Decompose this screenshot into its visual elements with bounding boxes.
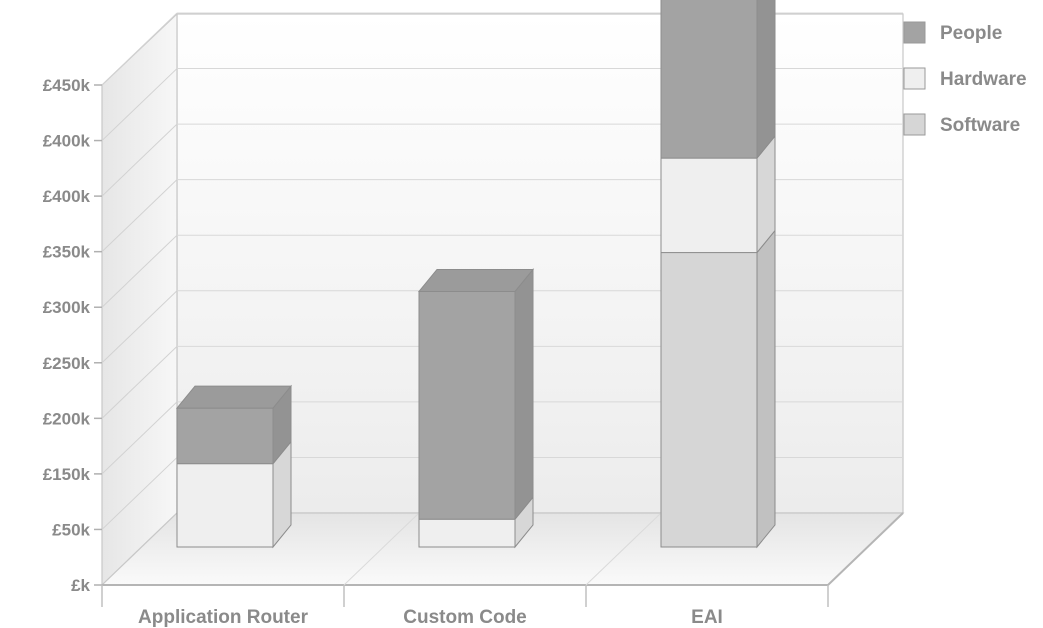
legend-swatch bbox=[903, 113, 926, 136]
legend-swatch bbox=[903, 21, 926, 44]
y-tick-label: £300k bbox=[43, 298, 91, 317]
x-axis-labels: Application Router Custom Code EAI bbox=[101, 585, 829, 628]
gridline-side bbox=[101, 68, 178, 141]
gridline-side bbox=[101, 290, 178, 364]
x-category-label: Custom Code bbox=[403, 607, 527, 628]
bar-front bbox=[176, 463, 274, 548]
gridline-side bbox=[101, 123, 178, 197]
legend-label: People bbox=[940, 23, 1002, 44]
bar-top bbox=[175, 385, 293, 409]
back-wall bbox=[176, 13, 904, 514]
gridline-side bbox=[101, 179, 178, 253]
bar-series bbox=[175, 0, 776, 549]
y-tick-label: £k bbox=[71, 576, 90, 595]
y-tick-label: £350k bbox=[43, 243, 91, 262]
y-tick-label: £150k bbox=[43, 465, 91, 484]
gridline-side bbox=[101, 345, 178, 419]
bar-segment-software bbox=[660, 229, 776, 549]
bar-segment-hardware bbox=[660, 134, 776, 254]
legend-swatch bbox=[903, 67, 926, 90]
gridline-side bbox=[101, 457, 178, 530]
y-tick-label: £400k bbox=[43, 132, 91, 151]
legend-label: Hardware bbox=[940, 69, 1027, 90]
gridline-side bbox=[101, 234, 178, 308]
bar-side bbox=[756, 229, 776, 549]
y-tick-label: £200k bbox=[43, 409, 91, 428]
bar-front bbox=[660, 0, 758, 159]
legend-item-software: Software bbox=[903, 113, 1020, 136]
bar-side bbox=[514, 268, 534, 521]
legend-item-people: People bbox=[903, 21, 1002, 44]
bar-top bbox=[417, 268, 535, 292]
side-wall bbox=[101, 12, 178, 587]
bar-front bbox=[418, 290, 516, 520]
y-tick-label: £450k bbox=[43, 76, 91, 95]
legend-label: Software bbox=[940, 115, 1020, 136]
floor-divider bbox=[585, 512, 662, 586]
gridline-side bbox=[101, 401, 178, 475]
y-tick-label: £400k bbox=[43, 187, 91, 206]
y-axis-ticks: £k £50k £150k £200k £250k £300k £350k £400k £400… bbox=[43, 76, 102, 595]
bar-segment-hardware bbox=[418, 495, 534, 549]
bar-segment-people bbox=[660, 0, 776, 160]
x-category-label: EAI bbox=[691, 607, 723, 628]
x-category-label: Application Router bbox=[138, 607, 309, 628]
chart-grid bbox=[101, 12, 903, 586]
bar-segment-hardware bbox=[176, 440, 292, 549]
y-tick-label: £250k bbox=[43, 354, 91, 373]
floor-right-edge bbox=[827, 512, 904, 586]
bar-front bbox=[660, 157, 758, 254]
gridline-side bbox=[101, 12, 178, 86]
bar-segment-people bbox=[175, 384, 293, 466]
bar-segment-people bbox=[417, 268, 535, 521]
bar-front bbox=[176, 407, 274, 465]
legend: People Hardware Software bbox=[903, 21, 1027, 136]
bar-side bbox=[756, 0, 776, 160]
floor-divider bbox=[343, 512, 420, 586]
legend-item-hardware: Hardware bbox=[903, 67, 1027, 90]
bar-front bbox=[660, 252, 758, 548]
y-tick-label: £50k bbox=[52, 520, 90, 539]
chart-walls bbox=[100, 12, 905, 587]
bar-front bbox=[418, 518, 516, 548]
